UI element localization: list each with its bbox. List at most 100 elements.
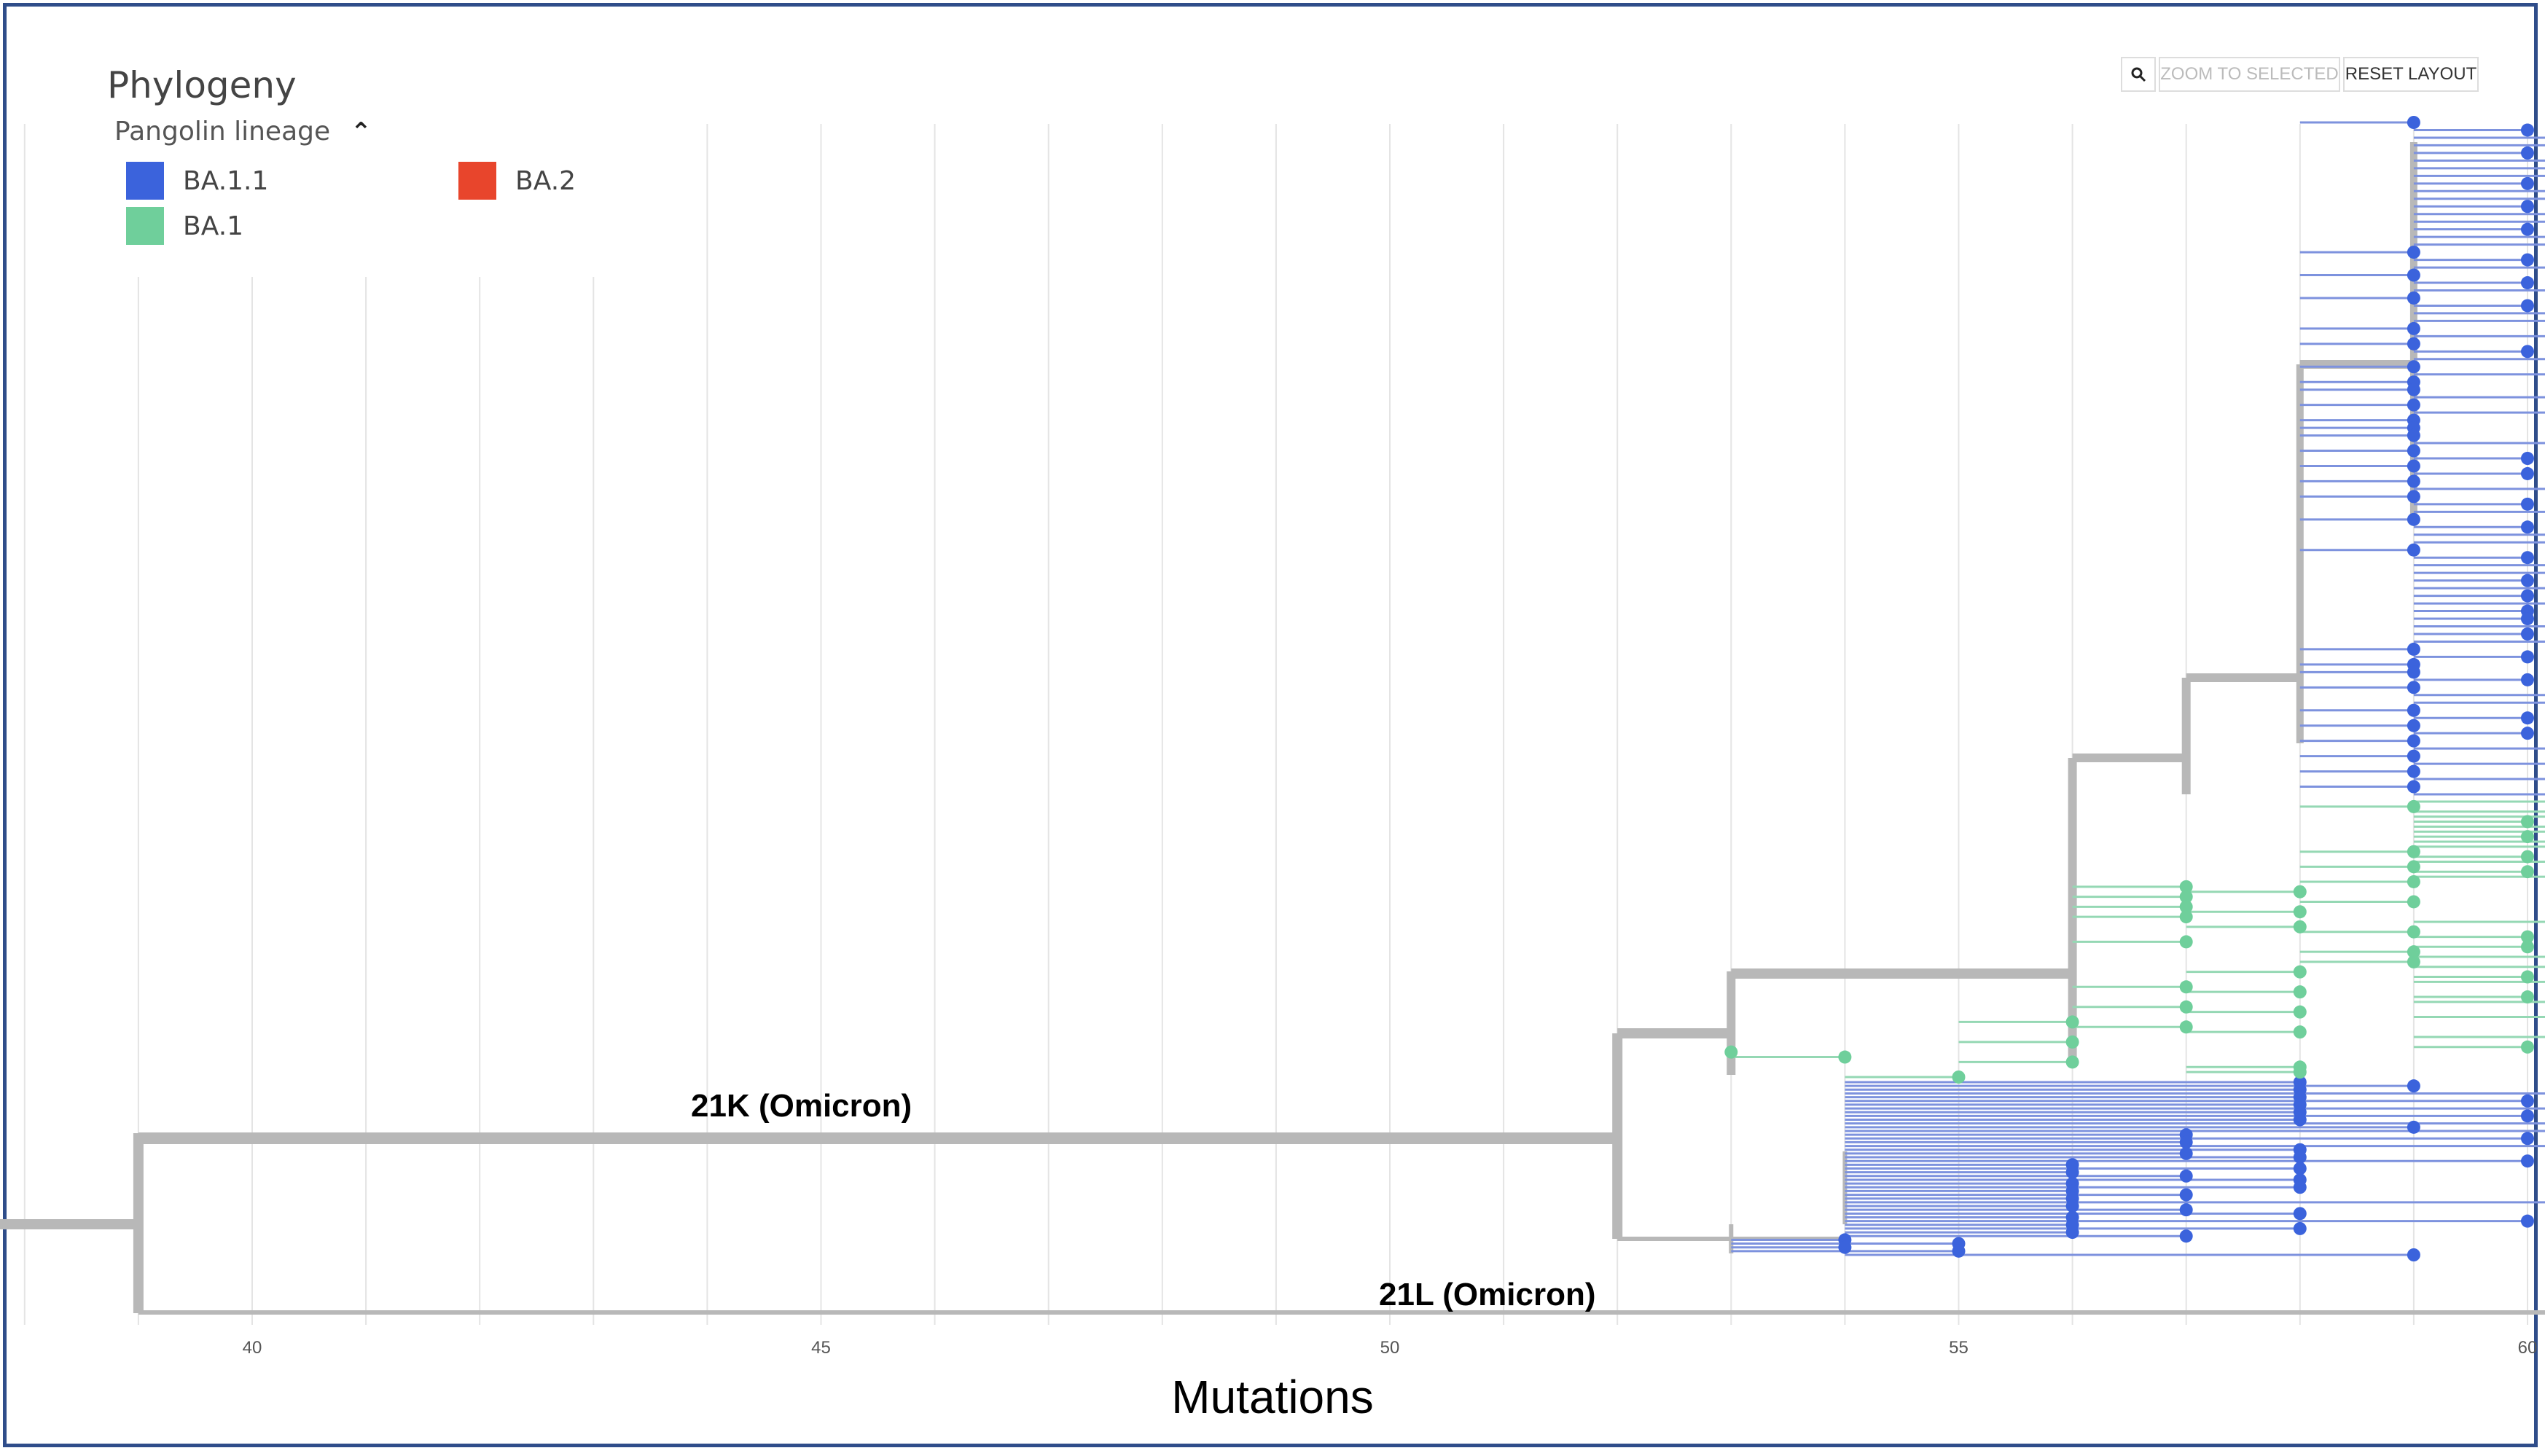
tip-node[interactable]	[2293, 1113, 2307, 1127]
tip-node[interactable]	[2521, 222, 2534, 236]
tip-node[interactable]	[2521, 1154, 2534, 1168]
tip-node[interactable]	[2179, 1229, 2193, 1243]
tip-node[interactable]	[2179, 1203, 2193, 1217]
tip-node[interactable]	[2521, 830, 2534, 844]
tip-node[interactable]	[2407, 1079, 2420, 1093]
tip-node[interactable]	[2521, 253, 2534, 267]
tip-node[interactable]	[2407, 246, 2420, 259]
tip-node[interactable]	[2065, 1199, 2079, 1213]
tip-node[interactable]	[2407, 874, 2420, 888]
tip-node[interactable]	[2179, 1146, 2193, 1160]
tip-node[interactable]	[2407, 321, 2420, 335]
tip-node[interactable]	[2521, 612, 2534, 626]
tip-node[interactable]	[2179, 890, 2193, 904]
tip-node[interactable]	[2521, 276, 2534, 290]
tip-node[interactable]	[2293, 885, 2307, 899]
tip-node[interactable]	[2407, 799, 2420, 813]
tip-node[interactable]	[2521, 497, 2534, 511]
tip-node[interactable]	[2065, 1055, 2079, 1069]
tip-node[interactable]	[2293, 1025, 2307, 1039]
tip-node[interactable]	[2293, 1151, 2307, 1165]
tip-node[interactable]	[2521, 200, 2534, 214]
tip-node[interactable]	[2179, 880, 2193, 893]
tip-node[interactable]	[2179, 900, 2193, 914]
tip-node[interactable]	[2521, 520, 2534, 534]
tip-node[interactable]	[2293, 1221, 2307, 1235]
tip-node[interactable]	[2521, 940, 2534, 954]
tip-node[interactable]	[2407, 719, 2420, 732]
tip-node[interactable]	[2407, 428, 2420, 442]
tip-node[interactable]	[2521, 627, 2534, 641]
zoom-to-selected-button[interactable]: ZOOM TO SELECTED	[2159, 57, 2340, 92]
tip-node[interactable]	[2407, 1248, 2420, 1261]
tip-node[interactable]	[2521, 1094, 2534, 1108]
tip-node[interactable]	[2521, 551, 2534, 565]
tip-node[interactable]	[2521, 466, 2534, 480]
tip-node[interactable]	[2521, 673, 2534, 686]
tip-node[interactable]	[2293, 905, 2307, 919]
tip-node[interactable]	[2407, 780, 2420, 794]
tip-node[interactable]	[2521, 990, 2534, 1004]
tip-node[interactable]	[2065, 1035, 2079, 1049]
tip-node[interactable]	[2407, 291, 2420, 305]
tip-node[interactable]	[2407, 116, 2420, 129]
tip-node[interactable]	[2521, 865, 2534, 879]
tip-node[interactable]	[2521, 650, 2534, 664]
legend-item-ba1[interactable]: BA.1	[126, 207, 243, 245]
search-button[interactable]	[2121, 57, 2156, 92]
tip-node[interactable]	[2521, 930, 2534, 944]
tip-node[interactable]	[2179, 935, 2193, 949]
tip-node[interactable]	[2521, 1040, 2534, 1054]
tip-node[interactable]	[2521, 589, 2534, 603]
tip-node[interactable]	[1838, 1050, 1852, 1064]
tip-node[interactable]	[2407, 398, 2420, 412]
tip-node[interactable]	[2407, 681, 2420, 694]
tip-node[interactable]	[2407, 703, 2420, 717]
tip-node[interactable]	[2407, 512, 2420, 526]
tip-node[interactable]	[2065, 1226, 2079, 1240]
tip-node[interactable]	[2521, 176, 2534, 190]
tip-node[interactable]	[2407, 543, 2420, 557]
tip-node[interactable]	[2407, 360, 2420, 374]
tip-node[interactable]	[2179, 980, 2193, 994]
chevron-up-icon[interactable]: ⌃	[351, 117, 372, 146]
tip-node[interactable]	[2407, 490, 2420, 504]
tip-node[interactable]	[2521, 299, 2534, 313]
tree-tips[interactable]	[1724, 116, 2545, 1334]
tip-node[interactable]	[2293, 1162, 2307, 1175]
tip-node[interactable]	[2293, 1181, 2307, 1194]
tip-node[interactable]	[2179, 1135, 2193, 1149]
tip-node[interactable]	[2521, 452, 2534, 465]
reset-layout-button[interactable]: RESET LAYOUT	[2343, 57, 2479, 92]
tip-node[interactable]	[2407, 665, 2420, 679]
tip-node[interactable]	[2407, 459, 2420, 473]
tip-node[interactable]	[2293, 965, 2307, 979]
tip-node[interactable]	[2407, 642, 2420, 656]
tip-node[interactable]	[2407, 955, 2420, 968]
tip-node[interactable]	[2407, 749, 2420, 763]
legend-header[interactable]: Pangolin lineage ⌃	[114, 117, 372, 146]
legend-item-ba2[interactable]: BA.2	[458, 162, 576, 200]
tip-node[interactable]	[2521, 1109, 2534, 1123]
tip-node[interactable]	[2179, 1169, 2193, 1183]
tip-node[interactable]	[2407, 734, 2420, 748]
tip-node[interactable]	[1952, 1071, 1966, 1084]
tip-node[interactable]	[2407, 764, 2420, 778]
tip-node[interactable]	[2293, 920, 2307, 934]
tip-node[interactable]	[2407, 337, 2420, 351]
tip-node[interactable]	[2407, 860, 2420, 874]
legend-item-ba11[interactable]: BA.1.1	[126, 162, 268, 200]
tip-node[interactable]	[2293, 1207, 2307, 1221]
tip-node[interactable]	[2179, 1000, 2193, 1014]
tip-node[interactable]	[2521, 1132, 2534, 1146]
tip-node[interactable]	[2407, 845, 2420, 858]
tip-node[interactable]	[2179, 1020, 2193, 1034]
tip-node[interactable]	[2293, 985, 2307, 999]
tip-node[interactable]	[1838, 1240, 1852, 1254]
tip-node[interactable]	[1724, 1045, 1738, 1059]
tip-node[interactable]	[2521, 574, 2534, 587]
tip-node[interactable]	[2521, 711, 2534, 725]
tip-node[interactable]	[2521, 850, 2534, 864]
tip-node[interactable]	[2407, 474, 2420, 488]
tip-node[interactable]	[2521, 1214, 2534, 1228]
